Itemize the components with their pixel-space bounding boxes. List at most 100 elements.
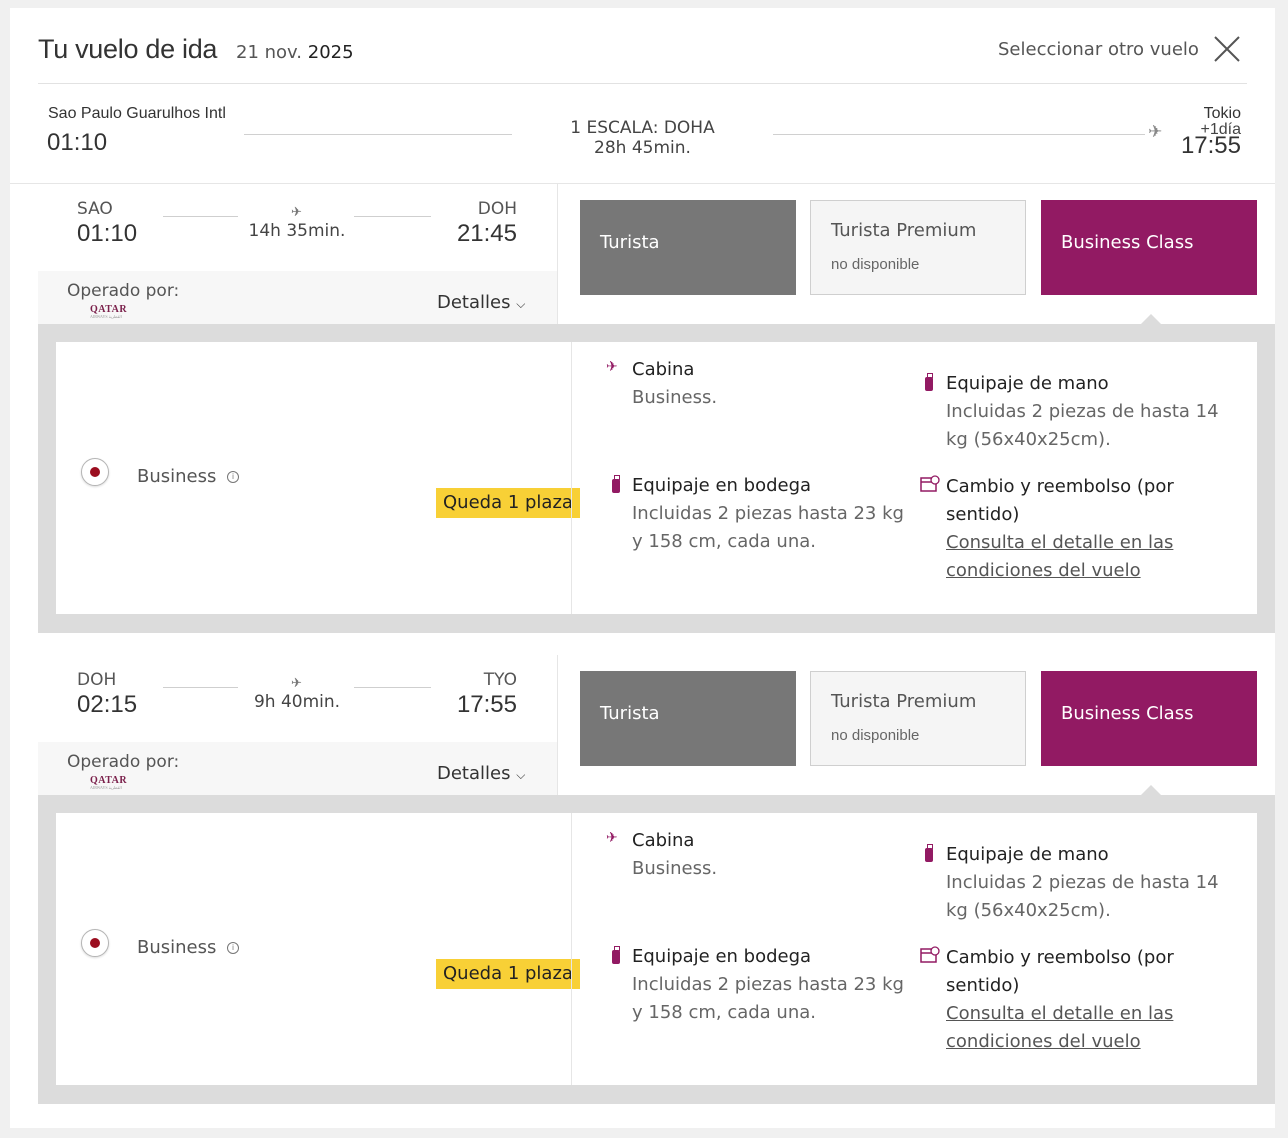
qatar-airways-logo: QATAR AIRWAYS القطرية (90, 775, 128, 790)
segment-origin-code: DOH (77, 670, 117, 690)
operated-by-label: Operado por: (67, 752, 180, 772)
segment-duration: 9h 40min. (253, 692, 341, 712)
fare-name: Business Class (1061, 232, 1194, 253)
seats-left-badge: Queda 1 plaza (436, 959, 580, 989)
segment-line (354, 687, 431, 688)
fare-name: Turista (600, 232, 660, 253)
fare-name: Turista Premium (831, 691, 977, 712)
flight-conditions-link[interactable]: Consulta el detalle en las condiciones de… (946, 1003, 1174, 1052)
segment-duration: 14h 35min. (248, 221, 346, 241)
stops-label: 1 ESCALA: DOHA (570, 118, 715, 138)
next-day-badge: +1día (1200, 121, 1241, 138)
hand-luggage-title: Equipaje de mano (946, 844, 1109, 865)
calendar-icon (920, 475, 940, 497)
calendar-icon (920, 946, 940, 968)
hold-luggage-title: Equipaje en bodega (632, 475, 812, 496)
select-other-flight-link[interactable]: Seleccionar otro vuelo (998, 39, 1199, 60)
business-radio[interactable] (81, 929, 109, 957)
segment-arrival-time: 17:55 (456, 691, 517, 718)
cabin-text: Business. (632, 387, 718, 408)
vertical-divider (571, 813, 572, 1085)
selected-fare-notch (1141, 314, 1161, 324)
change-refund-title: Cambio y reembolso (por sentido) (946, 476, 1174, 525)
segment-line (163, 216, 238, 217)
plane-icon: ✈ (1148, 122, 1163, 142)
operated-by-label: Operado por: (67, 281, 180, 301)
page-title: Tu vuelo de ida (38, 34, 218, 64)
fare-business-button[interactable]: Business Class (1041, 671, 1257, 766)
route-line (244, 134, 512, 135)
hold-luggage-text: Incluidas 2 piezas hasta 23 kg y 158 cm, … (632, 503, 904, 552)
plane-icon: ✈ (606, 830, 618, 846)
segment-line (354, 216, 431, 217)
fare-name: Business Class (1061, 703, 1194, 724)
qatar-airways-logo: QATAR AIRWAYS القطرية (90, 304, 128, 319)
hold-luggage-text: Incluidas 2 piezas hasta 23 kg y 158 cm, … (632, 974, 904, 1023)
fare-premium-button[interactable]: Turista Premium no disponible (810, 200, 1026, 295)
seats-left-badge: Queda 1 plaza (436, 488, 580, 518)
segment-origin-code: SAO (77, 199, 113, 219)
carry-on-bag-icon (925, 844, 933, 862)
segment-arrival-time: 21:45 (456, 220, 517, 247)
hold-luggage-title: Equipaje en bodega (632, 946, 812, 967)
plane-icon: ✈ (291, 676, 302, 691)
vertical-divider (557, 184, 558, 332)
info-icon[interactable]: i (227, 471, 239, 483)
segment-departure-time: 02:15 (77, 691, 138, 718)
fare-tourist-button[interactable]: Turista (580, 200, 796, 295)
segment-departure-time: 01:10 (77, 220, 138, 247)
fare-business-button[interactable]: Business Class (1041, 200, 1257, 295)
fare-name: Turista Premium (831, 220, 977, 241)
chevron-down-icon: ⌵ (516, 768, 526, 782)
option-name: Business (137, 937, 217, 958)
hand-luggage-title: Equipaje de mano (946, 373, 1109, 394)
vertical-divider (571, 342, 572, 614)
hand-luggage-text: Incluidas 2 piezas de hasta 14 kg (56x40x… (946, 401, 1219, 450)
destination-city: Tokio (1203, 105, 1241, 122)
checked-bag-icon (612, 946, 620, 964)
fare-status: no disponible (831, 727, 920, 744)
cabin-title: Cabina (632, 830, 695, 851)
details-toggle[interactable]: Detalles ⌵ (437, 292, 526, 313)
close-icon[interactable] (1212, 34, 1242, 64)
origin-airport: Sao Paulo Guarulhos Intl (48, 105, 226, 122)
segment-destination-code: TYO (483, 670, 517, 690)
fare-option-card: Business i Queda 1 plaza ✈ Cabina Busine… (56, 342, 1257, 614)
chevron-down-icon: ⌵ (516, 297, 526, 311)
plane-icon: ✈ (291, 205, 302, 220)
outbound-flight-card: Tu vuelo de ida 21 nov. 2025 Seleccionar… (10, 8, 1275, 1128)
fare-name: Turista (600, 703, 660, 724)
departure-time: 01:10 (47, 129, 108, 156)
segment-line (163, 687, 238, 688)
operated-by-band (38, 742, 557, 802)
cabin-title: Cabina (632, 359, 695, 380)
details-toggle[interactable]: Detalles ⌵ (437, 763, 526, 784)
info-icon[interactable]: i (227, 942, 239, 954)
fare-option-card: Business i Queda 1 plaza ✈ Cabina Busine… (56, 813, 1257, 1085)
arrival-time: 17:55 (1180, 132, 1241, 159)
business-radio[interactable] (81, 458, 109, 486)
fare-tourist-button[interactable]: Turista (580, 671, 796, 766)
header-divider (38, 83, 1247, 84)
segment-destination-code: DOH (477, 199, 517, 219)
change-refund-title: Cambio y reembolso (por sentido) (946, 947, 1174, 996)
selected-fare-notch (1141, 785, 1161, 795)
route-line (773, 134, 1145, 135)
stops-info: 1 ESCALA: DOHA 28h 45min. (515, 118, 770, 158)
carry-on-bag-icon (925, 373, 933, 391)
flight-segment: DOH 02:15 ✈ 9h 40min. TYO 17:55 Operado … (10, 655, 1275, 1105)
cabin-text: Business. (632, 858, 718, 879)
summary-divider (10, 183, 1275, 184)
operated-by-band (38, 271, 557, 331)
checked-bag-icon (612, 475, 620, 493)
flight-date: 21 nov. 2025 (236, 42, 354, 63)
fare-premium-button[interactable]: Turista Premium no disponible (810, 671, 1026, 766)
option-name: Business (137, 466, 217, 487)
plane-icon: ✈ (606, 359, 618, 375)
total-duration: 28h 45min. (594, 138, 691, 158)
hand-luggage-text: Incluidas 2 piezas de hasta 14 kg (56x40x… (946, 872, 1219, 921)
fare-status: no disponible (831, 256, 920, 273)
flight-conditions-link[interactable]: Consulta el detalle en las condiciones de… (946, 532, 1174, 581)
flight-segment: SAO 01:10 ✈ 14h 35min. DOH 21:45 Operado… (10, 184, 1275, 634)
vertical-divider (557, 655, 558, 803)
